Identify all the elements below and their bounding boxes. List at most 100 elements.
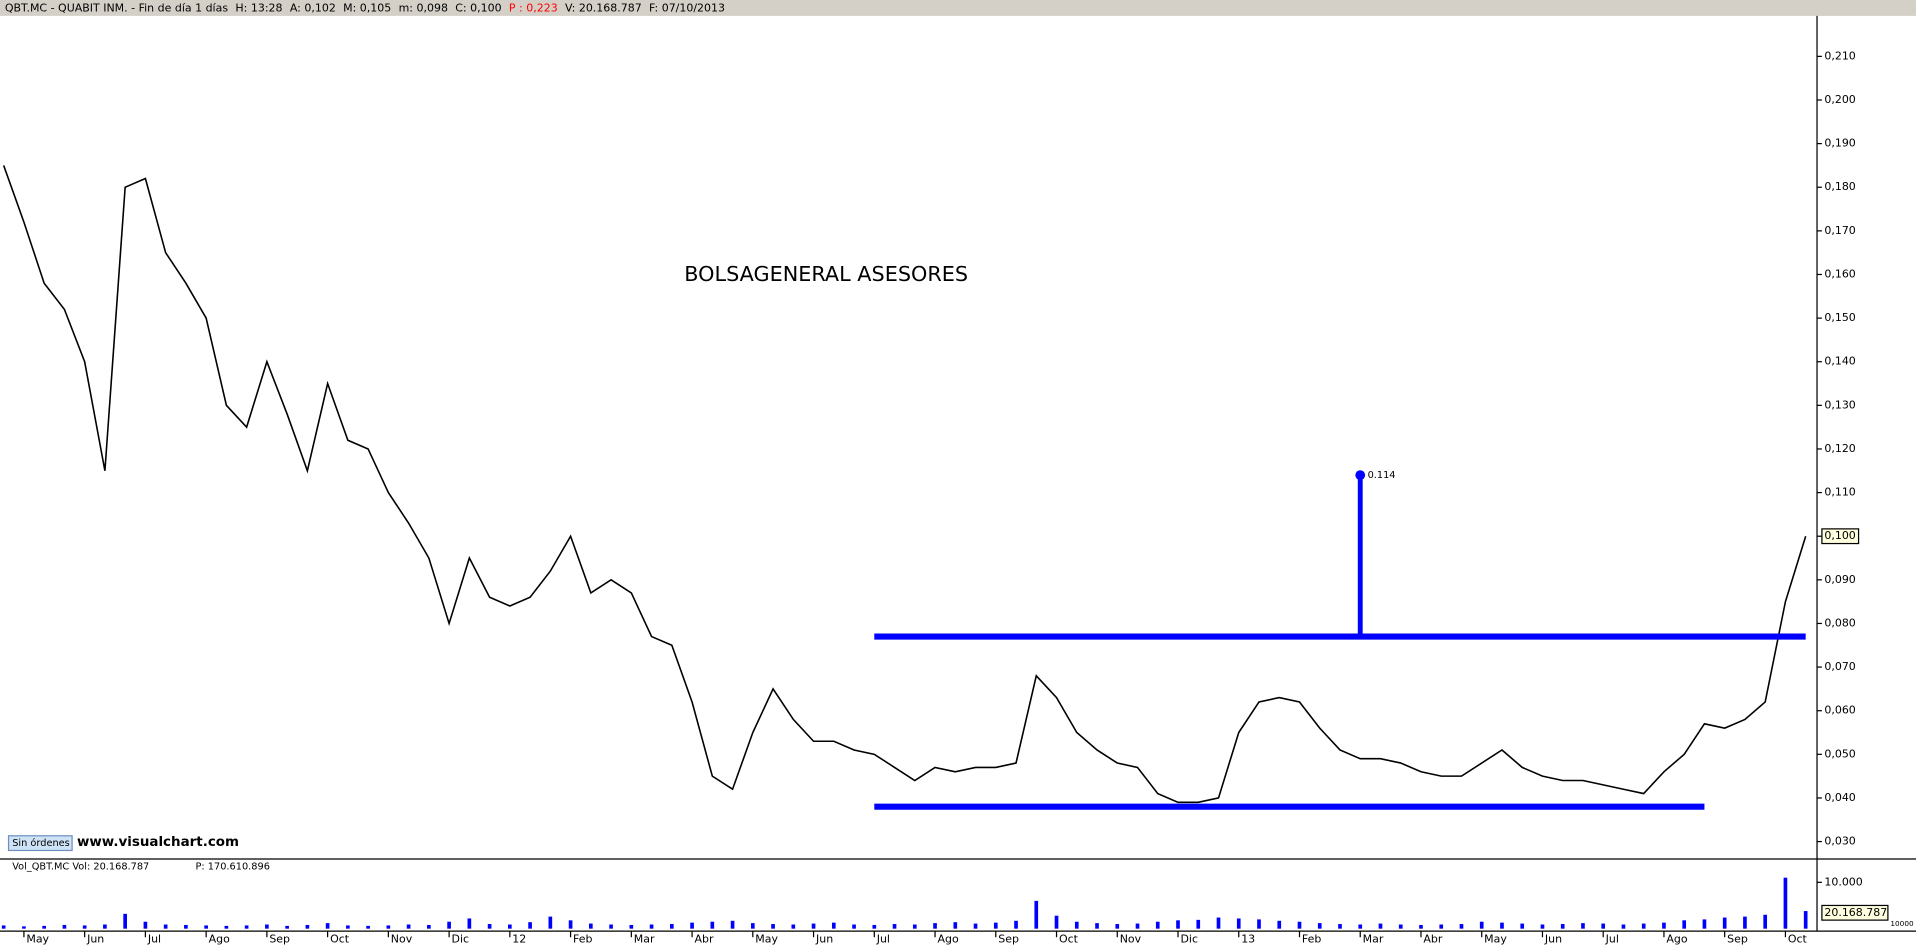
volume-bar [1378, 923, 1383, 929]
volume-bar [629, 924, 634, 929]
volume-bar [1662, 922, 1666, 929]
volume-bar [366, 925, 370, 929]
volume-bar [669, 924, 674, 929]
volume-bar [1459, 924, 1464, 929]
volume-bar [1196, 919, 1201, 929]
volume-bar [568, 920, 573, 929]
volume-bar [42, 925, 46, 929]
volume-bar [771, 924, 775, 929]
x-tick-label: May [26, 933, 49, 946]
volume-bar [831, 922, 836, 929]
x-tick-label: Jul [1605, 933, 1619, 946]
volume-bar [346, 925, 350, 929]
y-tick-label: 0,170 [1824, 224, 1855, 237]
volume-bar [1439, 924, 1444, 929]
x-tick-label: Dic [1180, 933, 1198, 946]
volume-bar [508, 924, 512, 929]
y-tick-label: 0,210 [1824, 49, 1855, 62]
volume-bar [62, 924, 67, 929]
volume-bar [325, 923, 330, 929]
x-tick-label: Jul [876, 933, 890, 946]
volume-bar [1176, 920, 1180, 929]
volume-bar [244, 925, 249, 929]
volume-bar [1722, 917, 1727, 929]
volume-bar [1763, 914, 1768, 929]
x-tick-label: Ago [209, 933, 230, 946]
volume-bar [1135, 923, 1140, 929]
watermark: BOLSAGENERAL ASESORES [684, 262, 968, 286]
header-field: H: 13:28 [235, 2, 282, 15]
volume-bar [1054, 915, 1059, 929]
volume-bar [548, 916, 553, 929]
volume-bar [528, 922, 532, 929]
volume-bar [305, 924, 310, 929]
volume-bar [1682, 920, 1687, 929]
x-tick-label: Jun [1544, 933, 1562, 946]
volume-unit-label: 10000 [1890, 919, 1914, 928]
volume-bar [1216, 917, 1221, 929]
volume-bar [649, 924, 654, 929]
y-tick-label: 10.000 [1824, 875, 1862, 888]
volume-bar [204, 925, 208, 929]
volume-bar [1277, 920, 1282, 929]
header-field: A: 0,102 [290, 2, 336, 15]
orders-button[interactable] [7, 835, 73, 852]
header-field: F: 07/10/2013 [649, 2, 725, 15]
x-tick-label: Oct [1788, 933, 1808, 946]
volume-bar [1560, 924, 1565, 929]
volume-bar [1236, 918, 1241, 929]
volume-bar [690, 922, 694, 929]
volume-bar [406, 924, 411, 929]
volume-bar [1641, 923, 1646, 929]
title-bar [0, 0, 1916, 16]
header-field: M: 0,105 [343, 2, 391, 15]
x-tick-label: Feb [573, 933, 592, 946]
x-tick-label: Abr [1423, 933, 1442, 946]
x-tick-label: Sep [998, 933, 1019, 946]
y-tick-label: 0,200 [1824, 93, 1855, 106]
volume-bar [1540, 924, 1545, 929]
volume-bar [1419, 924, 1423, 929]
volume-bar [750, 923, 755, 929]
y-tick-label: 0,130 [1824, 398, 1855, 411]
volume-bar [1155, 921, 1160, 929]
volume-bar [447, 921, 451, 929]
volume-bar [1, 925, 6, 929]
x-tick-label: Mar [1363, 933, 1384, 946]
volume-bar [1702, 919, 1707, 929]
volume-bar [285, 925, 289, 929]
volume-bar [1621, 924, 1626, 929]
volume-bar [1358, 924, 1363, 929]
x-tick-label: 12 [512, 933, 526, 946]
volume-bar [487, 924, 492, 929]
y-tick-label: 0,050 [1824, 747, 1855, 760]
orders-button-label[interactable]: Sin órdenes [12, 837, 70, 849]
x-tick-label: 13 [1241, 933, 1255, 946]
y-tick-label: 0,040 [1824, 791, 1855, 804]
volume-last-label: 20.168.787 [1824, 906, 1887, 919]
volume-bar [1581, 923, 1585, 929]
volume-bar [710, 921, 715, 929]
volume-bar [1398, 924, 1403, 929]
volume-last-box [1821, 904, 1889, 921]
volume-bar [143, 921, 148, 929]
volume-bar [163, 924, 168, 929]
header-field: m: 0,098 [399, 2, 448, 15]
volume-bar [1743, 916, 1747, 929]
volume-bar [791, 924, 796, 929]
header-title: QBT.MC - QUABIT INM. - Fin de día 1 días [5, 2, 228, 15]
y-tick-label: 0,120 [1824, 442, 1855, 455]
y-tick-label: 0,190 [1824, 137, 1855, 150]
y-tick-label: 0,090 [1824, 573, 1855, 586]
volume-bar [1500, 922, 1504, 929]
x-tick-label: Feb [1302, 933, 1321, 946]
volume-bar [912, 924, 917, 929]
last-price-box [1821, 528, 1860, 545]
volume-bar [730, 920, 735, 929]
volume-bar [1074, 921, 1079, 929]
volume-bar [103, 924, 107, 929]
volume-bar [184, 924, 188, 929]
x-tick-label: Jul [147, 933, 161, 946]
volume-bar [1479, 921, 1484, 929]
